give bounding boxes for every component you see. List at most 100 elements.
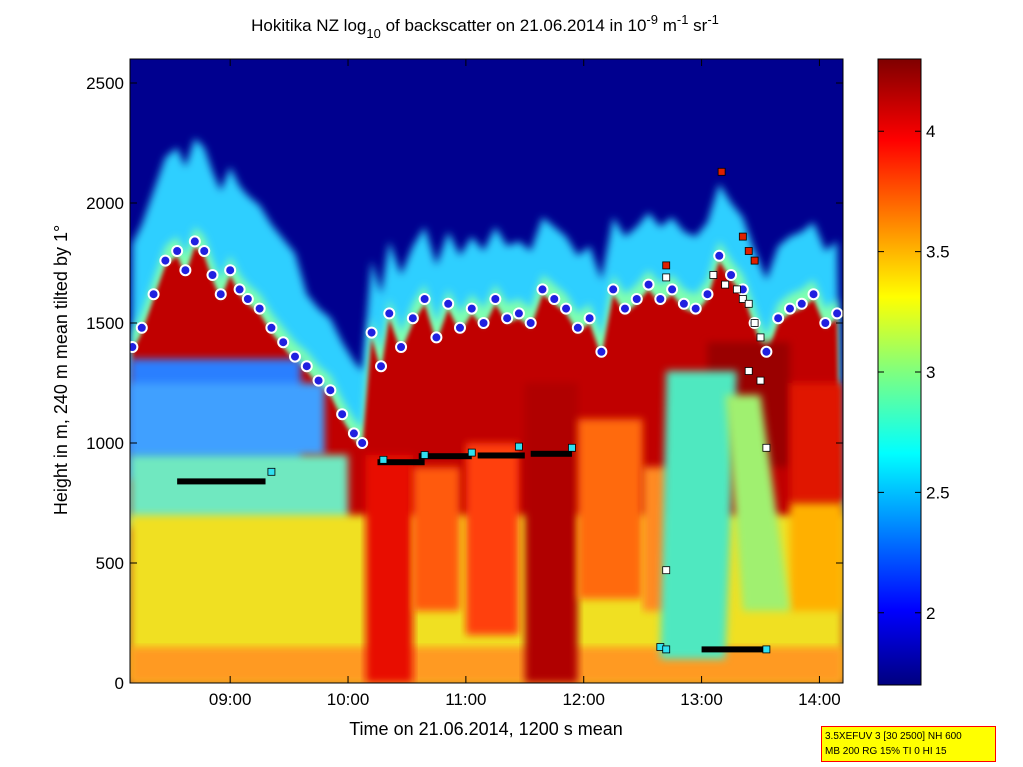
mixing-layer-point	[477, 317, 490, 329]
mixing-layer-point	[583, 312, 596, 325]
heat-column	[465, 443, 519, 635]
mixing-layer-point	[147, 288, 160, 301]
cloud-marker-cyan	[467, 448, 476, 457]
cloud-marker-white	[738, 295, 747, 303]
mixing-layer-point	[277, 336, 290, 349]
cloud-base-bar	[377, 459, 425, 466]
colorbar-tick-label: 3.5	[926, 243, 950, 262]
cloud-marker-white	[762, 443, 771, 452]
cloud-marker-cyan	[515, 442, 523, 451]
cloud-marker-white	[662, 273, 671, 282]
mixing-layer-point	[642, 278, 655, 291]
mixing-layer-point	[159, 254, 172, 267]
colorbar-ticks: 2 2.5 3 3.5 4	[878, 122, 950, 623]
mixing-layer-point	[689, 302, 702, 315]
mixing-layer-point	[618, 302, 631, 315]
mixing-layer-point	[489, 293, 502, 305]
mixing-layer-point	[783, 302, 796, 315]
mixing-layer-point	[677, 297, 690, 310]
mixing-layer-point	[356, 437, 369, 449]
y-axis-label: Height in m, 240 m mean tilted by 1°	[51, 225, 71, 515]
mixing-layer-point	[630, 293, 643, 305]
mixing-layer-point	[501, 312, 514, 325]
mixing-layer-point	[536, 283, 549, 296]
mixing-layer-point	[654, 293, 667, 305]
cloud-marker-white	[733, 285, 741, 294]
mixing-layer-point	[595, 345, 608, 358]
settings-info-box: 3.5XEFUV 3 [30 2500] NH 600 MB 200 RG 15…	[821, 726, 996, 762]
x-tick-label: 14:00	[798, 690, 841, 709]
cloud-marker-white	[756, 333, 765, 342]
mixing-layer-point	[288, 350, 301, 363]
mixing-layer-point	[198, 245, 211, 257]
info-line-2: MB 200 RG 15% TI 0 HI 15	[825, 746, 947, 757]
x-axis-label: Time on 21.06.2014, 1200 s mean	[349, 719, 623, 739]
cloud-base-bar	[530, 450, 572, 457]
mixing-layer-point	[607, 283, 620, 296]
heat-column	[365, 455, 413, 683]
colorbar-tick-label: 3	[926, 363, 935, 382]
y-tick-label: 1500	[86, 314, 124, 333]
mixing-layer-point	[233, 283, 246, 296]
heat-column	[789, 503, 843, 611]
mixing-layer-point	[548, 293, 561, 305]
cloud-base-bar	[418, 453, 472, 460]
heat-column	[524, 383, 578, 683]
cloud-marker-cyan	[379, 455, 388, 464]
mixing-layer-point	[571, 321, 584, 334]
mixing-layer-point	[418, 293, 431, 305]
mixing-layer-point	[224, 264, 237, 277]
cloud-marker-white	[744, 299, 753, 308]
cloud-base-bar	[477, 452, 525, 459]
colorbar-tick-label: 4	[926, 122, 935, 141]
mixing-layer-point	[713, 249, 726, 262]
mixing-layer-point	[772, 312, 785, 325]
y-tick-label: 0	[115, 674, 124, 693]
x-tick-label: 09:00	[209, 690, 252, 709]
plot-marks	[130, 167, 843, 654]
heat-afternoon-plume2	[725, 395, 790, 611]
backscatter-heatmap	[130, 59, 843, 683]
colorbar-tick-label: 2	[926, 604, 935, 623]
x-tick-label: 10:00	[327, 690, 370, 709]
heat-column	[789, 383, 843, 503]
cloud-marker-red	[662, 261, 671, 270]
mixing-layer-point	[179, 264, 192, 277]
info-line-1: 3.5XEFUV 3 [30 2500] NH 600	[825, 731, 962, 742]
cloud-base-bar	[701, 646, 767, 653]
cloud-marker-cyan	[267, 467, 276, 476]
heat-column	[577, 419, 643, 599]
mixing-layer-point	[214, 288, 227, 301]
cloud-marker-white	[709, 271, 718, 279]
mixing-layer-point	[324, 384, 337, 397]
mixing-layer-point	[130, 341, 139, 353]
mixing-layer-point	[666, 283, 679, 296]
cloud-marker-red	[717, 167, 726, 176]
mixing-layer-point	[560, 302, 573, 315]
chart-title: Hokitika NZ log10 of backscatter on 21.0…	[251, 12, 719, 41]
cloud-marker-cyan	[568, 443, 576, 452]
y-tick-label: 500	[96, 554, 124, 573]
cloud-marker-white	[721, 280, 730, 289]
mixing-layer-point	[265, 321, 278, 334]
mixing-layer-point	[465, 302, 478, 315]
mixing-layer-point	[300, 360, 313, 373]
cloud-marker-cyan	[420, 451, 429, 459]
mixing-layer-point	[347, 427, 360, 440]
mixing-layer-point	[171, 245, 184, 257]
cloud-marker-white	[750, 319, 759, 327]
mixing-layer-point	[760, 345, 773, 358]
mixing-layer-point	[725, 269, 738, 281]
y-tick-label: 2000	[86, 194, 124, 213]
mixing-layer-point	[188, 235, 201, 248]
mixing-layer-point	[365, 326, 378, 339]
cloud-marker-red	[750, 256, 759, 265]
cloud-marker-cyan	[662, 645, 671, 654]
mixing-layer-point	[375, 360, 388, 373]
heat-morning-low2	[130, 383, 325, 455]
mixing-layer-point	[831, 307, 843, 320]
cloud-marker-cyan	[762, 645, 771, 654]
x-tick-label: 13:00	[680, 690, 723, 709]
mixing-layer-point	[312, 374, 325, 387]
mixing-layer-point	[383, 307, 396, 320]
